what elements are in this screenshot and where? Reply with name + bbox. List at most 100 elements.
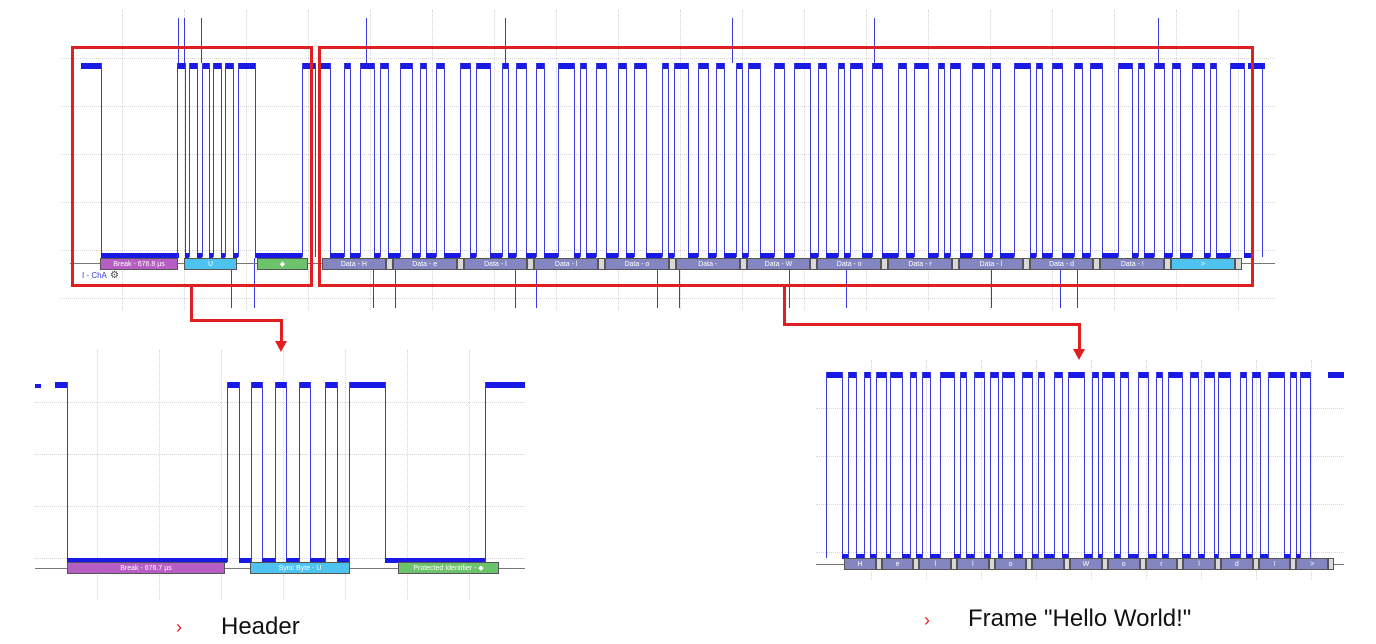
decode-gap (988, 558, 995, 570)
signal-edge (349, 382, 350, 562)
signal-spike (395, 258, 396, 308)
signal-edge (310, 382, 311, 562)
decode-label[interactable]: Data - l (958, 258, 1023, 270)
signal-low (209, 253, 213, 258)
decode-label[interactable] (1032, 558, 1065, 570)
decode-label[interactable]: Data - o (817, 258, 882, 270)
decode-label[interactable]: Data - l (534, 258, 599, 270)
signal-high (1118, 63, 1132, 69)
decode-label[interactable]: d (1220, 558, 1253, 570)
decode-label[interactable]: > (1296, 558, 1328, 570)
header-connector (190, 287, 193, 321)
decode-label[interactable]: ◆ (257, 258, 308, 270)
signal-high (202, 63, 209, 69)
decode-label[interactable]: Data - (675, 258, 740, 270)
signal-high (1172, 63, 1180, 69)
signal-low (916, 554, 922, 559)
decode-label[interactable]: H (844, 558, 876, 570)
decode-label[interactable]: Data - e (392, 258, 457, 270)
signal-edge (882, 63, 883, 257)
signal-low (668, 253, 674, 258)
signal-edge (1156, 372, 1157, 558)
signal-high (864, 372, 870, 378)
decode-label[interactable]: Data - o (605, 258, 669, 270)
signal-low (646, 253, 662, 258)
signal-edge (185, 63, 186, 257)
signal-spike (1158, 18, 1159, 63)
gear-icon[interactable]: ⚙ (110, 270, 119, 281)
decode-label[interactable]: W (1070, 558, 1102, 570)
decode-label[interactable]: Break - 676.8 µs (100, 258, 178, 270)
signal-edge (426, 63, 427, 257)
signal-low (930, 554, 940, 559)
grid-line (816, 456, 1344, 457)
signal-edge (1230, 372, 1231, 558)
decode-label[interactable]: > (1171, 258, 1235, 270)
decode-gap (951, 558, 958, 570)
signal-edge (1062, 63, 1063, 257)
grid-line (35, 402, 525, 403)
signal-edge (736, 63, 737, 257)
signal-low (1000, 253, 1014, 258)
decode-gap (598, 258, 606, 270)
signal-high (1138, 372, 1148, 378)
signal-edge (238, 63, 239, 257)
signal-edge (1214, 372, 1215, 558)
decode-label[interactable]: Break - 676.7 µs (67, 562, 225, 574)
decode-label[interactable]: r (1145, 558, 1178, 570)
decode-label[interactable]: Data - d (1029, 258, 1094, 270)
signal-edge (930, 372, 931, 558)
signal-edge (1262, 63, 1263, 257)
signal-edge (1244, 63, 1245, 257)
header-zoom-trace[interactable]: Break - 676.7 µs Sync Byte - U Protected I… (35, 350, 525, 600)
signal-edge (202, 63, 203, 257)
signal-edge (255, 63, 256, 257)
decode-label[interactable]: Data - r (888, 258, 952, 270)
decode-label[interactable]: o (1107, 558, 1140, 570)
decode-gap (385, 258, 393, 270)
signal-edge (864, 372, 865, 558)
signal-edge (330, 63, 331, 257)
signal-low (1062, 253, 1074, 258)
decode-label[interactable]: o (994, 558, 1027, 570)
grid-line (35, 506, 525, 507)
signal-edge (1154, 63, 1155, 257)
signal-high (662, 63, 668, 69)
decode-label[interactable]: l (1183, 558, 1215, 570)
signal-edge (536, 63, 537, 257)
signal-edge (596, 63, 597, 257)
signal-edge (574, 63, 575, 257)
decode-label[interactable]: l (919, 558, 952, 570)
decode-label[interactable]: l (957, 558, 989, 570)
signal-spike (789, 258, 790, 308)
signal-low (1030, 253, 1036, 258)
decode-label[interactable]: Data - W (746, 258, 811, 270)
decode-label[interactable]: Data - H (322, 258, 386, 270)
signal-high (81, 63, 101, 69)
signal-edge (668, 63, 669, 257)
decode-label[interactable]: Data - ! (1100, 258, 1165, 270)
grid-line (35, 454, 525, 455)
signal-high (344, 63, 350, 69)
signal-high (360, 63, 374, 69)
decode-label[interactable]: ! (1258, 558, 1291, 570)
signal-edge (938, 63, 939, 257)
overview-trace[interactable]: Break - 676.8 µs U ◆ Data - H Data - e Data -… (60, 10, 1275, 310)
decode-label[interactable]: e (881, 558, 914, 570)
grid-line (184, 10, 185, 310)
signal-edge (526, 63, 527, 257)
decode-label[interactable]: U (184, 258, 237, 270)
signal-low (626, 253, 634, 258)
signal-high (876, 372, 886, 378)
signal-high (674, 63, 688, 69)
decode-label[interactable]: Protected Identifier - ◆ (398, 562, 499, 574)
signal-edge (626, 63, 627, 257)
signal-edge (558, 63, 559, 257)
signal-high (1014, 63, 1030, 69)
signal-low (1214, 554, 1218, 559)
signal-edge (1162, 372, 1163, 558)
decode-label[interactable]: Sync Byte - U (250, 562, 350, 574)
signal-edge (436, 63, 437, 257)
decode-label[interactable]: Data - l (463, 258, 528, 270)
